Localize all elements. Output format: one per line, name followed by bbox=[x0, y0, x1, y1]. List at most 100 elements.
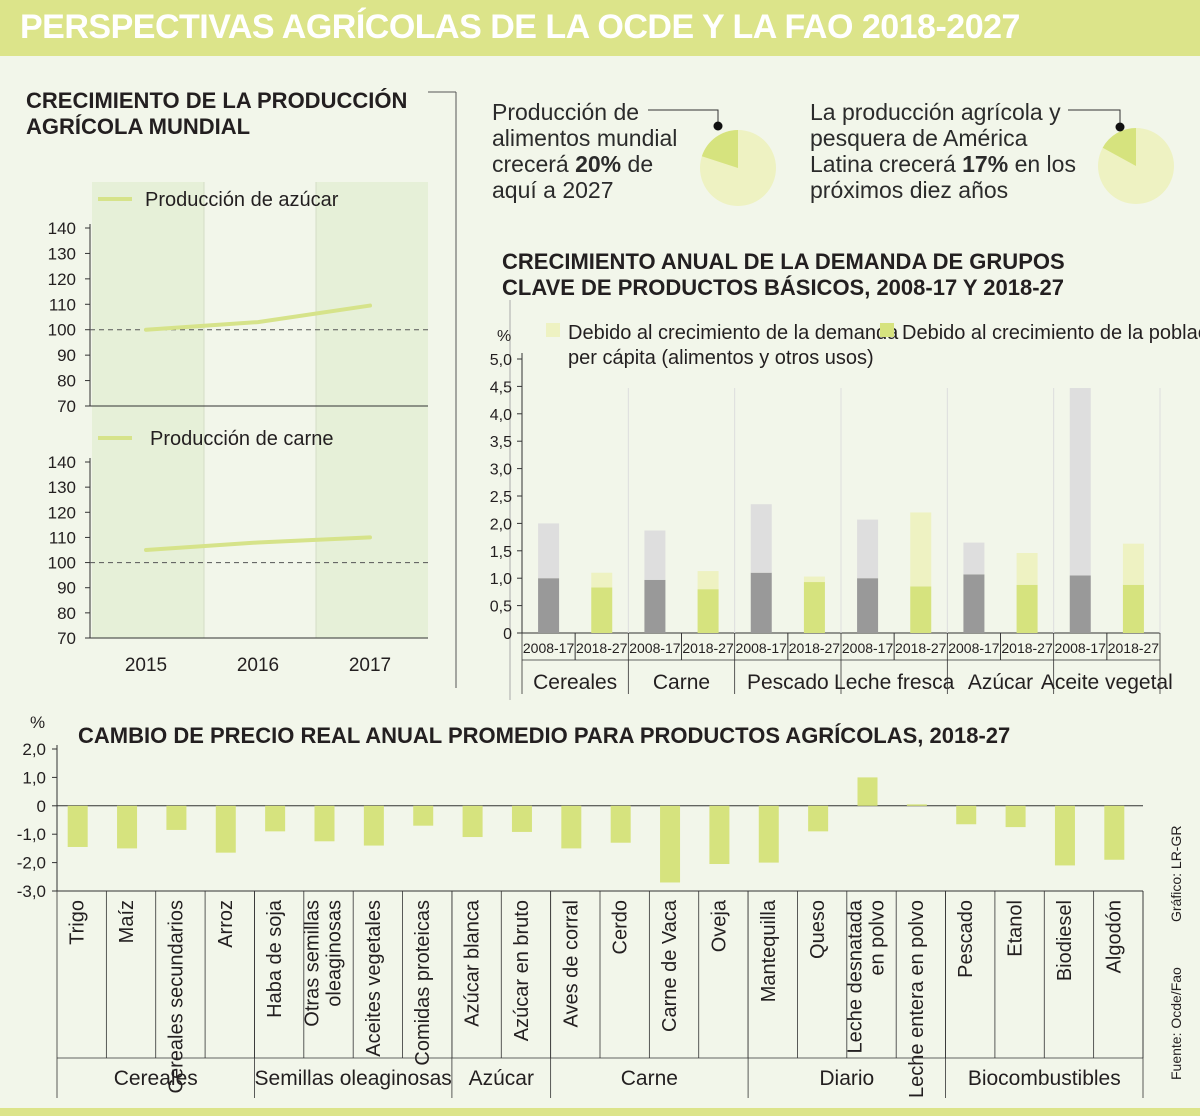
item-label: Azúcar blanca bbox=[462, 899, 484, 1027]
item-label: Cerdo bbox=[610, 900, 632, 954]
bar-poblacion bbox=[963, 574, 985, 633]
item-label-line: oleaginosas bbox=[324, 900, 346, 1007]
item-label: Leche desnatadaen polvo bbox=[845, 899, 889, 1053]
price-bar bbox=[561, 805, 582, 849]
group-label: Cereales bbox=[114, 1067, 198, 1090]
item-label-line: Leche desnatada bbox=[845, 899, 867, 1053]
item-label-line: Azúcar blanca bbox=[462, 899, 484, 1027]
period-label: 2008-17 bbox=[736, 640, 788, 656]
item-label: Otras semillasoleaginosas bbox=[302, 900, 346, 1027]
price-bar bbox=[265, 805, 286, 832]
period-label: 2018-27 bbox=[895, 640, 947, 656]
item-label: Algodón bbox=[1103, 900, 1125, 973]
legend-label: per cápita (alimentos y otros usos) bbox=[568, 347, 874, 369]
bar-per-capita bbox=[644, 530, 666, 580]
item-label-line: Algodón bbox=[1103, 900, 1125, 973]
item-label-line: Otras semillas bbox=[302, 900, 324, 1027]
y-tick-label: 80 bbox=[57, 372, 76, 391]
footer-bar bbox=[0, 1108, 1200, 1116]
item-label-line: Cereales secundarios bbox=[165, 900, 187, 1093]
item-label: Cereales secundarios bbox=[165, 900, 187, 1093]
bar-poblacion bbox=[803, 582, 825, 633]
y-tick-label: 4,0 bbox=[490, 407, 512, 424]
item-label-line: Mantequilla bbox=[758, 899, 780, 1002]
fact-1-text: Producción de alimentos mundial crecerá bbox=[492, 99, 678, 177]
y-tick-label: 0 bbox=[503, 626, 512, 643]
item-label-line: Aceites vegetales bbox=[363, 900, 385, 1057]
price-bar bbox=[758, 805, 779, 863]
item-label-line: Leche entera en polvo bbox=[906, 900, 928, 1098]
item-label-line: Carne de Vaca bbox=[659, 899, 681, 1032]
bar-per-capita bbox=[697, 571, 719, 590]
y-axis-unit: % bbox=[497, 328, 511, 345]
item-label: Oveja bbox=[708, 899, 730, 952]
price-bar bbox=[511, 805, 532, 832]
bar-per-capita bbox=[1016, 552, 1038, 585]
group-label: Diario bbox=[819, 1067, 874, 1090]
price-bar bbox=[117, 805, 138, 849]
group-label: Aceite vegetal bbox=[1041, 671, 1173, 694]
item-label-line: Arroz bbox=[215, 900, 237, 948]
price-bar bbox=[314, 805, 335, 842]
item-label: Aves de corral bbox=[560, 900, 582, 1027]
legend-label: Debido al crecimiento de la demanda bbox=[568, 322, 899, 344]
item-label-line: en polvo bbox=[867, 900, 889, 976]
pie-leader-line bbox=[1068, 109, 1121, 127]
price-bar bbox=[709, 805, 730, 865]
bar-per-capita bbox=[750, 504, 772, 573]
item-label: Etanol bbox=[1005, 900, 1027, 957]
price-bar bbox=[857, 777, 878, 806]
group-label: Cereales bbox=[533, 671, 617, 694]
y-tick-label: 0,5 bbox=[490, 599, 512, 616]
group-label: Carne bbox=[621, 1067, 678, 1090]
bar-poblacion bbox=[857, 578, 879, 633]
y-tick-label: 100 bbox=[48, 554, 76, 573]
bar-per-capita bbox=[591, 572, 613, 588]
period-label: 2008-17 bbox=[1055, 640, 1107, 656]
pie-leader-line bbox=[648, 109, 719, 126]
bar-poblacion bbox=[644, 579, 666, 633]
period-label: 2008-17 bbox=[523, 640, 575, 656]
year-shade bbox=[316, 182, 428, 638]
y-tick-label: 80 bbox=[57, 604, 76, 623]
y-tick-label: -3,0 bbox=[17, 882, 46, 901]
item-label: Comidas proteicas bbox=[412, 900, 434, 1066]
y-tick-label: 100 bbox=[48, 321, 76, 340]
y-tick-label: 1,0 bbox=[490, 571, 512, 588]
period-label: 2018-27 bbox=[789, 640, 841, 656]
price-bar bbox=[1005, 805, 1026, 828]
y-tick-label: 3,5 bbox=[490, 434, 512, 451]
bar-per-capita bbox=[963, 542, 985, 575]
period-label: 2018-27 bbox=[1001, 640, 1053, 656]
item-label: Pescado bbox=[955, 900, 977, 978]
y-tick-label: -2,0 bbox=[17, 854, 46, 873]
item-label-line: Azúcar en bruto bbox=[511, 900, 533, 1041]
fact-2-tail: en los próximos diez años bbox=[810, 151, 1076, 203]
y-tick-label: 90 bbox=[57, 579, 76, 598]
bar-poblacion bbox=[1069, 575, 1091, 633]
y-tick-label: 130 bbox=[48, 478, 76, 497]
item-label-line: Cerdo bbox=[610, 900, 632, 954]
pie-leader-dot bbox=[1115, 122, 1125, 132]
group-label: Azúcar bbox=[469, 1067, 534, 1090]
group-label: Carne bbox=[653, 671, 710, 694]
price-bar bbox=[906, 804, 927, 806]
legend-swatch bbox=[880, 323, 894, 337]
item-label: Mantequilla bbox=[758, 899, 780, 1002]
bar-poblacion bbox=[750, 572, 772, 633]
price-bar bbox=[363, 805, 384, 846]
y-tick-label: 130 bbox=[48, 244, 76, 263]
line-chart-title: CRECIMIENTO DE LA PRODUCCIÓN AGRÍCOLA MU… bbox=[26, 88, 408, 139]
item-label: Leche entera en polvo bbox=[906, 900, 928, 1098]
price-bar bbox=[1054, 805, 1075, 866]
pie-leader-dot bbox=[713, 121, 723, 131]
fact-2-text: La producción agrícola y pesquera de Amé… bbox=[810, 99, 1061, 177]
item-label: Arroz bbox=[215, 900, 237, 948]
item-label-line: Biodiesel bbox=[1054, 900, 1076, 981]
y-tick-label: 1,5 bbox=[490, 544, 512, 561]
y-tick-label: 5,0 bbox=[490, 352, 512, 369]
y-tick-label: 4,5 bbox=[490, 379, 512, 396]
group-label: Pescado bbox=[747, 671, 829, 694]
y-tick-label: 70 bbox=[57, 397, 76, 416]
bar-per-capita bbox=[803, 576, 825, 583]
